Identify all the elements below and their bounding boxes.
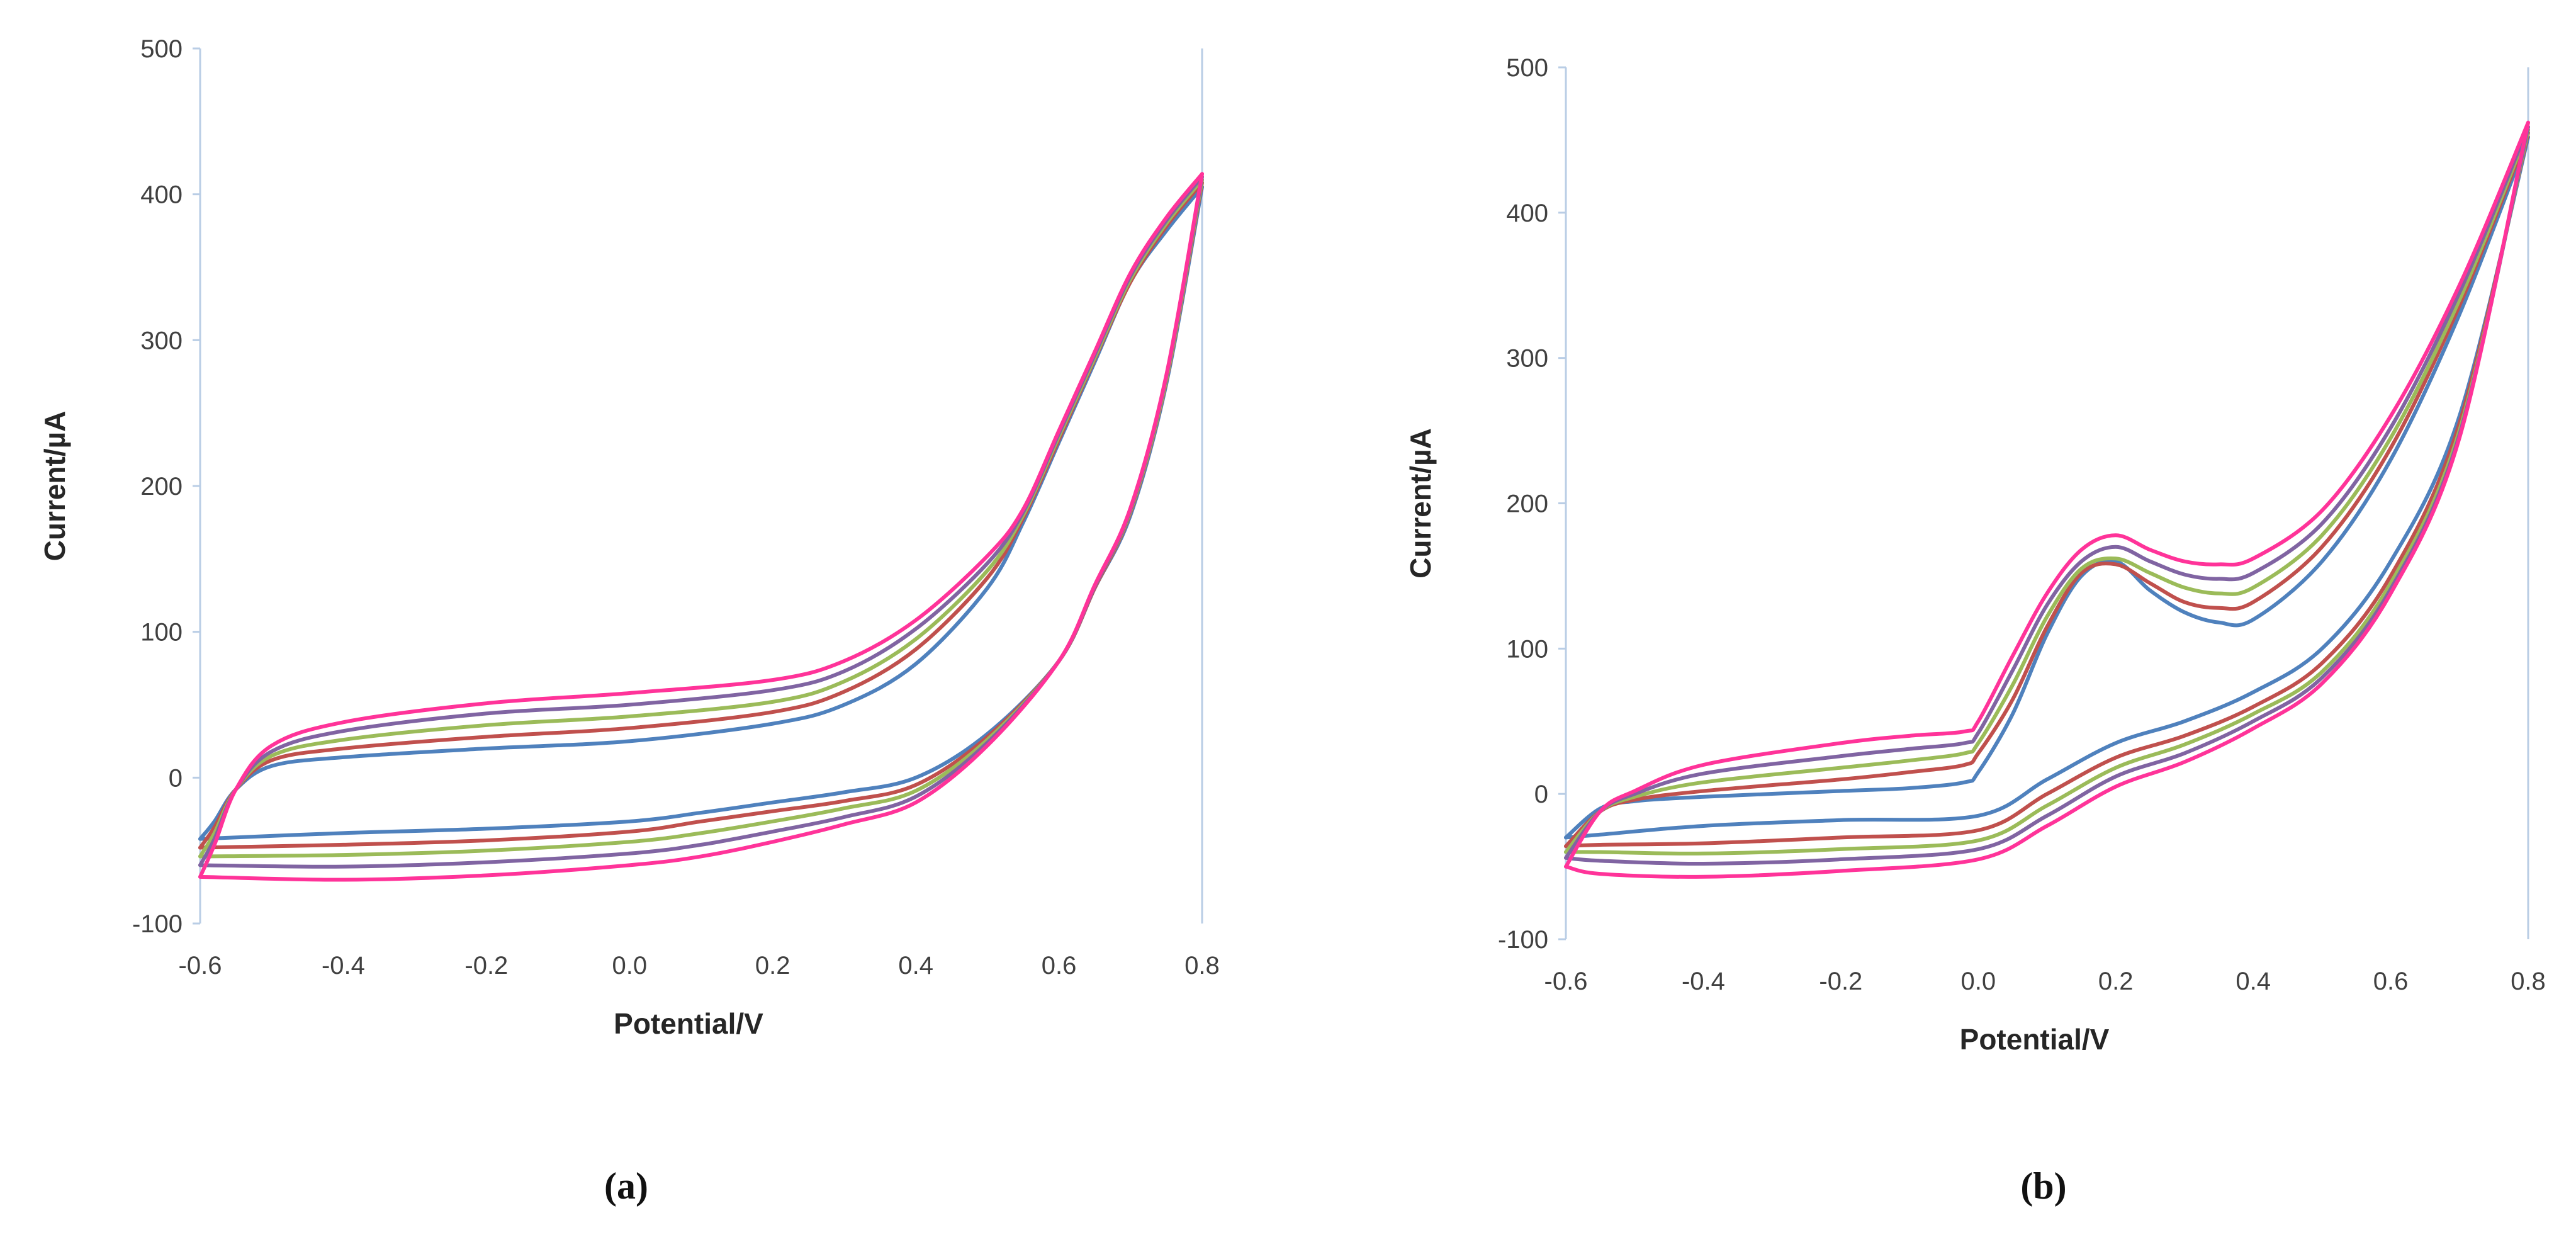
chart-a-svg: -100 0 100 200 300 400 500 -0.6 -0.4 -0.2 0.0 0.2 0.… (38, 35, 1220, 1040)
series-magenta-forward-line (1564, 120, 2530, 869)
y-tick-label: 500 (140, 35, 183, 63)
y-tick-label: 500 (1506, 54, 1548, 82)
chart-panel-a: -100 0 100 200 300 400 500 -0.6 -0.4 -0.2 0.0 0.2 0.… (38, 35, 1220, 1207)
x-tick-label: 0.4 (898, 952, 933, 980)
y-axis-title: Current/µA (38, 411, 71, 562)
series-blue-forward-line (1564, 135, 2530, 840)
series-purple-reverse-line (198, 174, 1204, 869)
series-magenta-forward-line (198, 172, 1204, 879)
series-purple-forward-line (198, 174, 1204, 867)
series-green-forward-line (1564, 128, 2530, 854)
y-tick-label: 300 (140, 327, 183, 354)
panel-label-b: (b) (2020, 1165, 2067, 1207)
x-tick-label: 0.0 (1960, 968, 1996, 995)
y-tick-label: 200 (140, 473, 183, 500)
x-axis-title: Potential/V (614, 1007, 763, 1040)
x-tick-label: -0.4 (1682, 968, 1725, 995)
y-tick-label: -100 (132, 910, 183, 938)
y-tick-label: 0 (1534, 781, 1548, 808)
y-tick-label: 300 (1506, 345, 1548, 373)
x-tick-label: 0.2 (755, 952, 790, 980)
x-tick-label: 0.6 (2373, 968, 2409, 995)
x-axis-title: Potential/V (1960, 1023, 2110, 1056)
y-tick-label: 400 (140, 181, 183, 209)
panel-label-a: (a) (604, 1165, 648, 1207)
series-purple-reverse-line (1564, 125, 2530, 866)
series-blue-reverse-line (198, 185, 1204, 841)
series-green-reverse-line (1564, 128, 2530, 856)
chart-b-svg: -100 0 100 200 300 400 500 -0.6 -0.4 -0.2 0.0 0.2 0.… (1404, 54, 2546, 1056)
x-tick-label: 0.8 (2511, 968, 2546, 995)
y-tick-label: -100 (1498, 926, 1548, 954)
x-tick-label: 0.6 (1042, 952, 1077, 980)
series-blue-forward-line (198, 185, 1204, 841)
series-red-reverse-line (1564, 130, 2530, 849)
series-magenta-reverse-line (1564, 120, 2530, 879)
y-axis-title: Current/µA (1404, 428, 1437, 579)
y-tick-label: 200 (1506, 490, 1548, 518)
series-blue-reverse-line (1564, 135, 2530, 840)
x-tick-label: -0.2 (1819, 968, 1862, 995)
series-red-forward-line (198, 181, 1204, 850)
x-tick-label: 0.8 (1184, 952, 1220, 980)
y-tick-label: 100 (140, 619, 183, 647)
x-tick-label: -0.6 (179, 952, 222, 980)
x-tick-label: 0.0 (612, 952, 647, 980)
y-tick-label: 0 (169, 764, 183, 792)
x-tick-label: -0.6 (1544, 968, 1588, 995)
y-tick-label: 100 (1506, 635, 1548, 663)
x-tick-label: -0.2 (464, 952, 508, 980)
x-tick-label: 0.4 (2236, 968, 2271, 995)
x-tick-label: 0.2 (2098, 968, 2134, 995)
series-red-forward-line (1564, 130, 2530, 849)
x-tick-label: -0.4 (322, 952, 365, 980)
series-purple-forward-line (1564, 125, 2530, 860)
y-tick-label: 400 (1506, 200, 1548, 227)
chart-panel-b: -100 0 100 200 300 400 500 -0.6 -0.4 -0.2 0.0 0.2 0.… (1288, 0, 2576, 1237)
series-magenta-reverse-line (198, 172, 1204, 882)
